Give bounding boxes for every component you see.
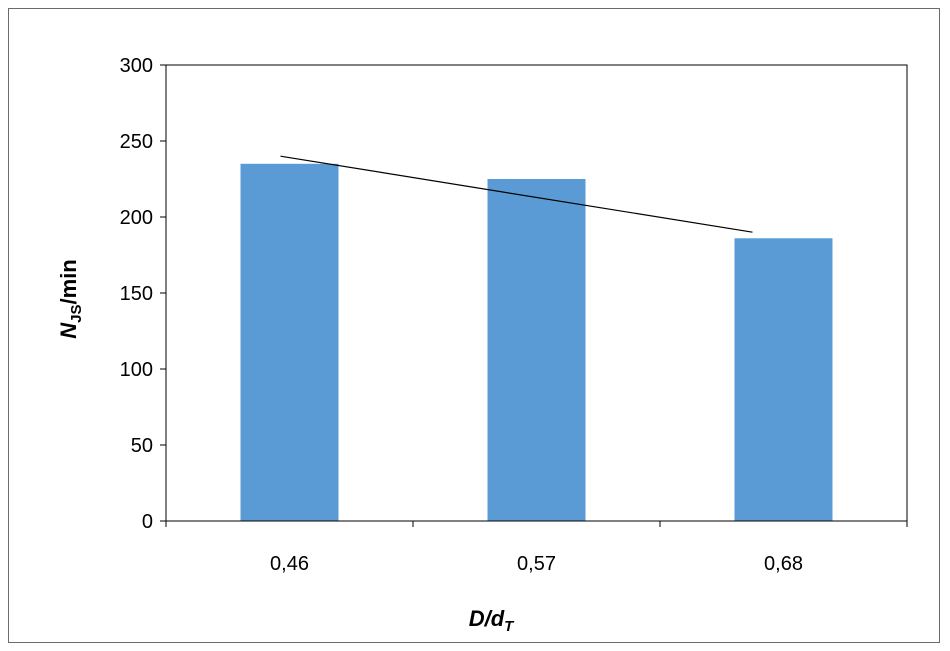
y-tick-label-250: 250 — [120, 131, 153, 153]
bar-chart: 0 50 100 150 200 250 300 0,46 0,57 0,68 D/dT NJS/… — [56, 55, 908, 635]
x-axis-title-sub: T — [504, 618, 515, 635]
bars-layer — [240, 163, 833, 522]
y-tick-label-200: 200 — [120, 207, 153, 229]
y-axis-title-suffix: /min — [56, 259, 81, 304]
y-tick-label-150: 150 — [120, 283, 153, 305]
x-axis-title-main: D/d — [469, 606, 505, 631]
bar-0,68 — [734, 238, 833, 521]
chart-frame: 0 50 100 150 200 250 300 0,46 0,57 0,68 D/dT NJS/… — [8, 8, 940, 643]
y-tick-label-50: 50 — [131, 435, 153, 457]
y-tick-label-0: 0 — [142, 511, 153, 533]
tick-labels-layer: 0 50 100 150 200 250 300 0,46 0,57 0,68 — [120, 55, 803, 575]
bar-0,57 — [487, 179, 586, 521]
axes-layer — [160, 64, 908, 527]
x-tick-label-0,46: 0,46 — [270, 553, 309, 575]
trendline-layer — [280, 155, 753, 233]
x-tick-label-0,68: 0,68 — [764, 553, 803, 575]
x-tick-label-0,57: 0,57 — [517, 553, 556, 575]
x-axis-title: D/dT — [469, 606, 515, 635]
y-axis-title-main: N — [56, 322, 81, 339]
y-tick-label-100: 100 — [120, 359, 153, 381]
y-axis-title-sub: JS — [68, 304, 85, 322]
bar-0,46 — [240, 163, 339, 522]
y-axis-title: NJS/min — [56, 259, 85, 338]
y-tick-label-300: 300 — [120, 55, 153, 77]
trendline — [280, 155, 753, 233]
